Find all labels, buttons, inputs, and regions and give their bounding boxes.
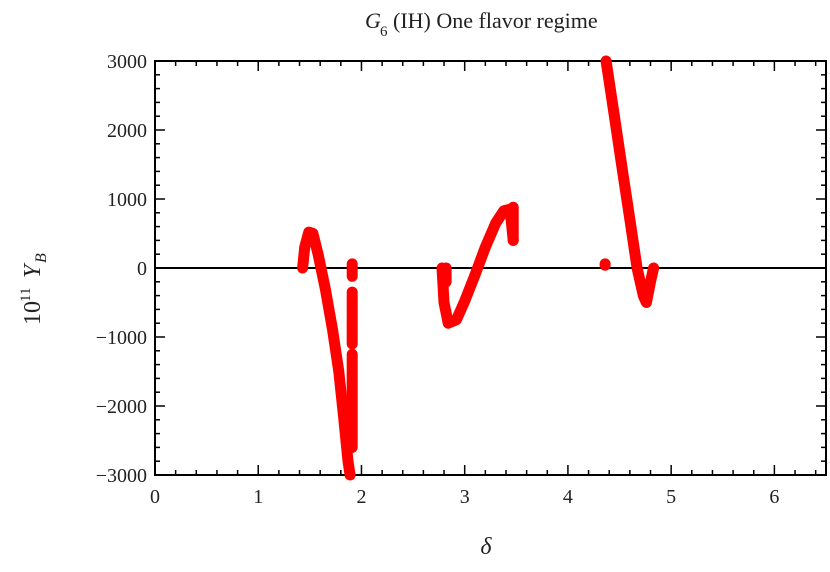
- series-line: [436, 203, 519, 329]
- x-tick-label: 0: [150, 486, 160, 508]
- chart-title: G 6 (IH) One flavor regime: [365, 8, 598, 40]
- y-axis-title-exponent: 11: [18, 288, 34, 302]
- y-tick-label: −3000: [96, 465, 147, 487]
- x-tick-label: 6: [769, 486, 779, 508]
- y-tick-label: 3000: [107, 51, 147, 73]
- chart-title-symbol: G: [365, 8, 381, 33]
- x-axis-title: δ: [480, 534, 492, 560]
- y-axis-title-prefix: 10: [20, 301, 46, 325]
- series-line: [600, 55, 660, 308]
- x-tick-label: 4: [563, 486, 573, 508]
- y-tick-label: −2000: [96, 396, 147, 418]
- plot-area: 0 1 2 3 4 5 6 3000 2000 1000 0 −1000 −2000 −3000: [96, 51, 827, 508]
- x-tick-label: 2: [356, 486, 366, 508]
- x-tick-label: 1: [253, 486, 263, 508]
- y-tick-label: 2000: [107, 120, 147, 142]
- chart-title-subscript: 6: [380, 24, 388, 40]
- y-axis-title-subscript: B: [33, 253, 50, 263]
- x-tick-label: 5: [666, 486, 676, 508]
- y-axis-title: 10 11 Y B: [18, 253, 50, 325]
- chart-title-text: (IH) One flavor regime: [393, 8, 598, 33]
- y-axis-title-symbol: Y: [20, 262, 46, 278]
- y-tick-label: 0: [137, 258, 147, 280]
- x-tick-label: 3: [460, 486, 470, 508]
- series-line: [297, 226, 356, 481]
- y-tick-label: −1000: [96, 327, 147, 349]
- y-tick-label: 1000: [107, 189, 147, 211]
